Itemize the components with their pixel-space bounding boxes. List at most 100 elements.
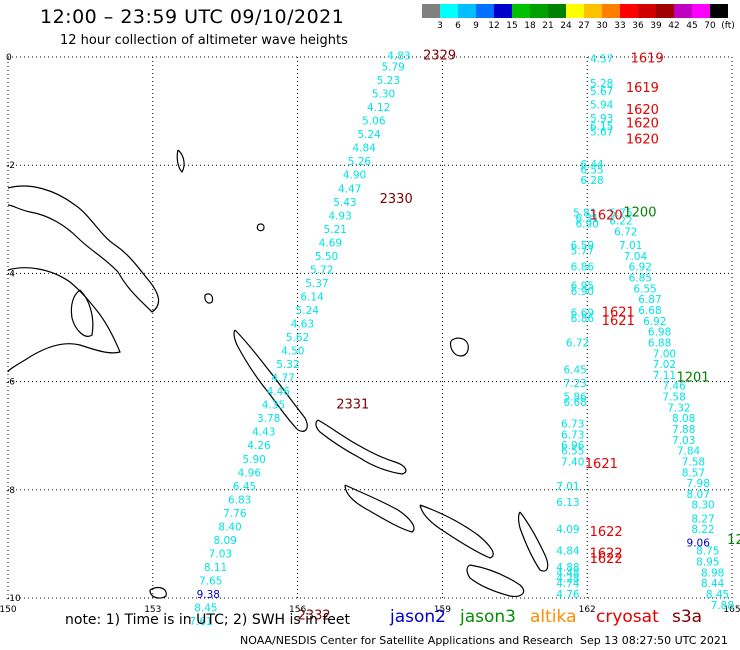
wave-height-value: 6.68	[638, 305, 661, 317]
colorbar-swatch	[566, 4, 584, 18]
wave-height-value: 5.72	[310, 264, 333, 276]
wave-height-value: 8.45	[194, 603, 217, 615]
wave-height-value: 6.44	[580, 159, 604, 171]
colorbar-swatch	[692, 4, 710, 18]
coastline	[315, 419, 407, 475]
wave-height-value: 4.26	[247, 440, 271, 452]
map-title: 12:00 – 23:59 UTC 09/10/2021	[40, 6, 345, 28]
wave-height-value: 8.22	[691, 524, 714, 536]
utc-time-label: 1621	[602, 306, 635, 321]
wave-height-value: 7.58	[662, 392, 685, 404]
colorbar-label: 18	[524, 21, 536, 31]
coastline	[70, 289, 94, 337]
lat-tick-label: 0	[6, 53, 12, 63]
lat-tick-label: -10	[6, 594, 21, 604]
lon-tick-label: 150	[0, 605, 17, 615]
utc-time-label: 1619	[631, 51, 664, 66]
wave-height-value: 7.00	[653, 348, 676, 360]
wave-height-value: 5.32	[276, 359, 299, 371]
colorbar-swatch	[674, 4, 692, 18]
wave-height-value: 5.26	[348, 156, 372, 168]
wave-height-value: 7.65	[199, 575, 222, 587]
wave-height-value: 8.98	[701, 567, 724, 579]
wave-height-value: 5.37	[305, 278, 328, 290]
wave-height-value: 6.85	[629, 273, 652, 285]
colorbar-label: 21	[542, 21, 554, 31]
coastline	[344, 484, 415, 533]
wave-height-value: 4.43	[252, 427, 275, 439]
wave-height-value: 3.78	[257, 413, 280, 425]
map-subtitle: 12 hour collection of altimeter wave hei…	[60, 33, 348, 48]
wave-height-value: 7.76	[223, 508, 247, 520]
wave-height-value: 7.04	[624, 251, 648, 263]
colorbar-swatch	[440, 4, 458, 18]
wave-height-value: 6.83	[228, 494, 251, 506]
wave-height-value: 5.94	[590, 99, 614, 111]
colorbar-swatch	[530, 4, 548, 18]
wave-height-value: 4.90	[343, 170, 366, 182]
wave-height-value: 6.72	[614, 227, 637, 239]
wave-height-value: 6.90	[571, 286, 594, 298]
utc-time-label: 1621	[585, 457, 618, 472]
wave-height-value: 7.01	[619, 240, 642, 252]
wave-height-value: 5.81	[573, 208, 596, 220]
wave-height-value: 8.95	[696, 557, 719, 569]
wave-height-value: 5.24	[296, 305, 320, 317]
axis-tick-labels: 150 153 156 159 162 165 0 -2 -4 -6 -8 -10	[0, 53, 740, 615]
generation-timestamp: Sep 13 08:27:50 UTC 2021	[580, 634, 728, 647]
coastline	[449, 337, 469, 357]
wave-height-value: 4.76	[556, 589, 580, 601]
wave-height-value: 6.95	[571, 281, 594, 293]
wave-height-value: 6.45	[233, 481, 256, 493]
colorbar-label: 42	[668, 21, 680, 31]
wave-height-value: 7.03	[672, 435, 695, 447]
coastline	[149, 586, 167, 599]
wave-height-value: 7.11	[653, 370, 676, 382]
wave-height-value: 5.93	[590, 113, 613, 125]
wave-height-value: 6.22	[609, 216, 632, 228]
wave-height-value: 7.88	[672, 424, 695, 436]
utc-time-label: 1621	[602, 314, 635, 329]
wave-height-value: 6.98	[648, 327, 671, 339]
wave-height-value: 4.84	[353, 143, 377, 155]
colorbar-label: 9	[473, 21, 479, 31]
utc-time-label: 1620	[626, 116, 659, 131]
lon-tick-label: 156	[289, 605, 306, 615]
wave-height-value: 5.62	[286, 332, 309, 344]
lat-tick-label: -2	[6, 161, 15, 171]
time-labels: 2329233023312332161916191620162016201620…	[298, 49, 740, 624]
wave-height-value: 5.86	[563, 392, 587, 404]
wave-height-value: 4.83	[387, 51, 410, 63]
utc-time-label: 2330	[380, 192, 413, 207]
wave-height-value: 6.59	[571, 240, 594, 252]
colorbar-swatch	[584, 4, 602, 18]
colorbar-label: 15	[506, 21, 518, 31]
wave-height-value: 5.43	[333, 197, 356, 209]
map-grid	[8, 57, 732, 598]
wave-height-value: 8.44	[701, 578, 725, 590]
lon-tick-label: 153	[144, 605, 161, 615]
utc-time-label: 1620	[590, 208, 623, 223]
footer-note: note: 1) Time is in UTC; 2) SWH is in fe…	[65, 612, 351, 628]
wave-height-value: 9.06	[687, 538, 711, 550]
colorbar-label: 27	[578, 21, 590, 31]
colorbar-swatch	[638, 4, 656, 18]
wave-height-value: 6.14	[300, 291, 324, 303]
wave-height-value: 6.28	[580, 175, 603, 187]
lon-tick-label: 165	[723, 605, 740, 615]
legend-jason3: jason3	[460, 607, 516, 627]
wave-height-value: 6.45	[563, 364, 586, 376]
wave-height-value: 6.96	[561, 440, 585, 452]
wave-height-value: 4.77	[271, 373, 294, 385]
wave-height-value: 7.32	[667, 402, 690, 414]
wave-height-value: 8.45	[706, 589, 729, 601]
wave-height-value: 6.55	[580, 164, 603, 176]
wave-height-value: 5.90	[242, 454, 265, 466]
colorbar-swatch	[494, 4, 512, 18]
wave-height-value: 7.84	[677, 446, 701, 458]
wave-height-value: 6.73	[561, 429, 584, 441]
wave-height-value: 7.58	[682, 456, 705, 468]
utc-time-label: 1622	[590, 525, 623, 540]
utc-time-label: 1622	[590, 552, 623, 567]
colorbar-swatch	[458, 4, 476, 18]
